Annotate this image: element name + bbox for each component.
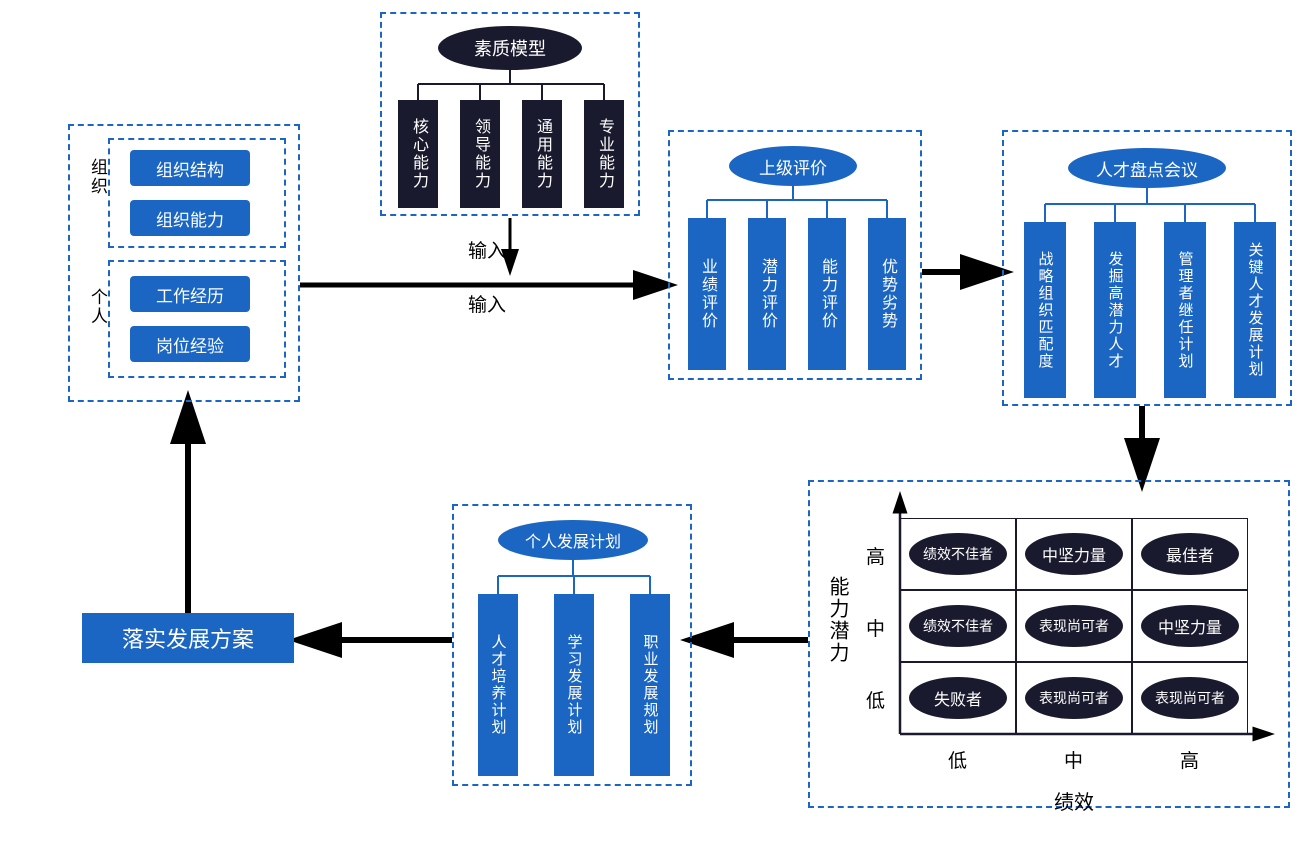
tree-item: 学习发展计划: [554, 594, 594, 776]
grid-ellipse: 中坚力量: [1025, 533, 1123, 575]
input-item: 组织结构: [130, 150, 250, 186]
tree-item: 业绩评价: [688, 218, 726, 370]
ind-label: 个人: [85, 288, 110, 326]
talent-meeting-header: 人才盘点会议: [1068, 148, 1226, 188]
grid-ellipse: 表现尚可者: [1025, 677, 1123, 719]
tree-item: 优势劣势: [868, 218, 906, 370]
tree-item: 战略组织匹配度: [1024, 222, 1066, 398]
supervisor-eval-header: 上级评价: [729, 146, 857, 186]
grid-ellipse: 绩效不佳者: [909, 605, 1007, 647]
nine-grid-ylabel: 能力潜力: [823, 576, 852, 664]
grid-col-label: 低: [948, 746, 967, 773]
grid-ellipse: 表现尚可者: [1141, 677, 1239, 719]
input-label-bottom: 输入: [468, 290, 506, 317]
tree-item: 能力评价: [808, 218, 846, 370]
grid-col-label: 中: [1064, 746, 1083, 773]
quality-model-header: 素质模型: [438, 26, 582, 70]
tree-item: 核心能力: [398, 100, 438, 208]
dev-plan-header: 个人发展计划: [498, 520, 648, 560]
org-label: 组织: [85, 158, 110, 196]
grid-row-label: 低: [866, 686, 885, 713]
grid-col-label: 高: [1180, 746, 1199, 773]
nine-grid-xlabel: 绩效: [1054, 786, 1094, 815]
tree-item: 通用能力: [522, 100, 562, 208]
impl-plan: 落实发展方案: [82, 613, 294, 663]
tree-item: 职业发展规划: [630, 594, 670, 776]
input-item: 组织能力: [130, 200, 250, 236]
grid-ellipse: 失败者: [909, 677, 1007, 719]
grid-ellipse: 中坚力量: [1141, 605, 1239, 647]
grid-ellipse: 绩效不佳者: [909, 533, 1007, 575]
diagram-container: 组织 个人 素质模型 输入 输入 上级评价 人才盘点会议 个人发展计划 落实发展…: [0, 0, 1302, 843]
tree-item: 潜力评价: [748, 218, 786, 370]
grid-ellipse: 最佳者: [1141, 533, 1239, 575]
tree-item: 专业能力: [584, 100, 624, 208]
grid-ellipse: 表现尚可者: [1025, 605, 1123, 647]
tree-item: 管理者继任计划: [1164, 222, 1206, 398]
tree-item: 人才培养计划: [478, 594, 518, 776]
input-item: 岗位经验: [130, 326, 250, 362]
tree-item: 发掘高潜力人才: [1094, 222, 1136, 398]
input-label-top: 输入: [468, 236, 506, 263]
grid-row-label: 中: [866, 614, 885, 641]
tree-item: 关键人才发展计划: [1234, 222, 1276, 398]
input-item: 工作经历: [130, 276, 250, 312]
grid-row-label: 高: [866, 542, 885, 569]
tree-item: 领导能力: [460, 100, 500, 208]
